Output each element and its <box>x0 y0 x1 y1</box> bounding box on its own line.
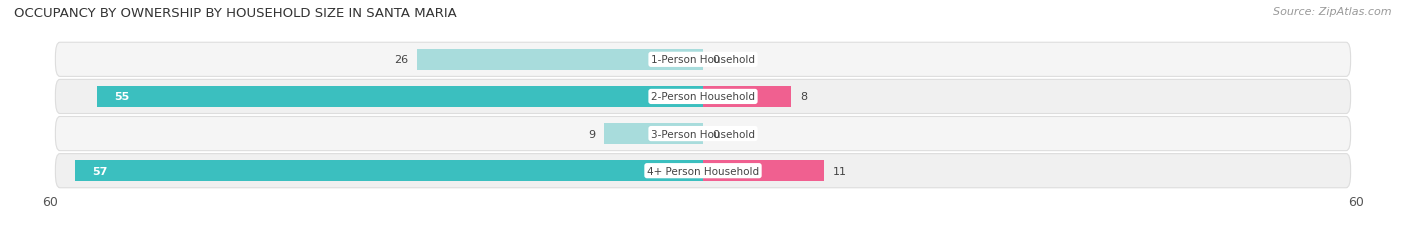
Text: 2-Person Household: 2-Person Household <box>651 92 755 102</box>
Bar <box>416 49 703 71</box>
Text: 60: 60 <box>42 195 58 208</box>
Text: 3-Person Household: 3-Person Household <box>651 129 755 139</box>
Bar <box>703 160 824 182</box>
Text: 57: 57 <box>91 166 107 176</box>
Bar <box>75 160 703 182</box>
Text: 8: 8 <box>800 92 807 102</box>
Text: Source: ZipAtlas.com: Source: ZipAtlas.com <box>1274 7 1392 17</box>
Text: 9: 9 <box>588 129 595 139</box>
Text: OCCUPANCY BY OWNERSHIP BY HOUSEHOLD SIZE IN SANTA MARIA: OCCUPANCY BY OWNERSHIP BY HOUSEHOLD SIZE… <box>14 7 457 20</box>
FancyBboxPatch shape <box>55 154 1351 188</box>
Text: 55: 55 <box>114 92 129 102</box>
Bar <box>703 86 792 108</box>
Text: 11: 11 <box>832 166 846 176</box>
Bar <box>97 86 703 108</box>
Bar <box>605 123 703 145</box>
Text: 60: 60 <box>1348 195 1364 208</box>
FancyBboxPatch shape <box>55 117 1351 151</box>
Text: 1-Person Household: 1-Person Household <box>651 55 755 65</box>
FancyBboxPatch shape <box>55 80 1351 114</box>
Text: 4+ Person Household: 4+ Person Household <box>647 166 759 176</box>
Text: 0: 0 <box>711 55 718 65</box>
Text: 0: 0 <box>711 129 718 139</box>
Text: 26: 26 <box>394 55 408 65</box>
FancyBboxPatch shape <box>55 43 1351 77</box>
